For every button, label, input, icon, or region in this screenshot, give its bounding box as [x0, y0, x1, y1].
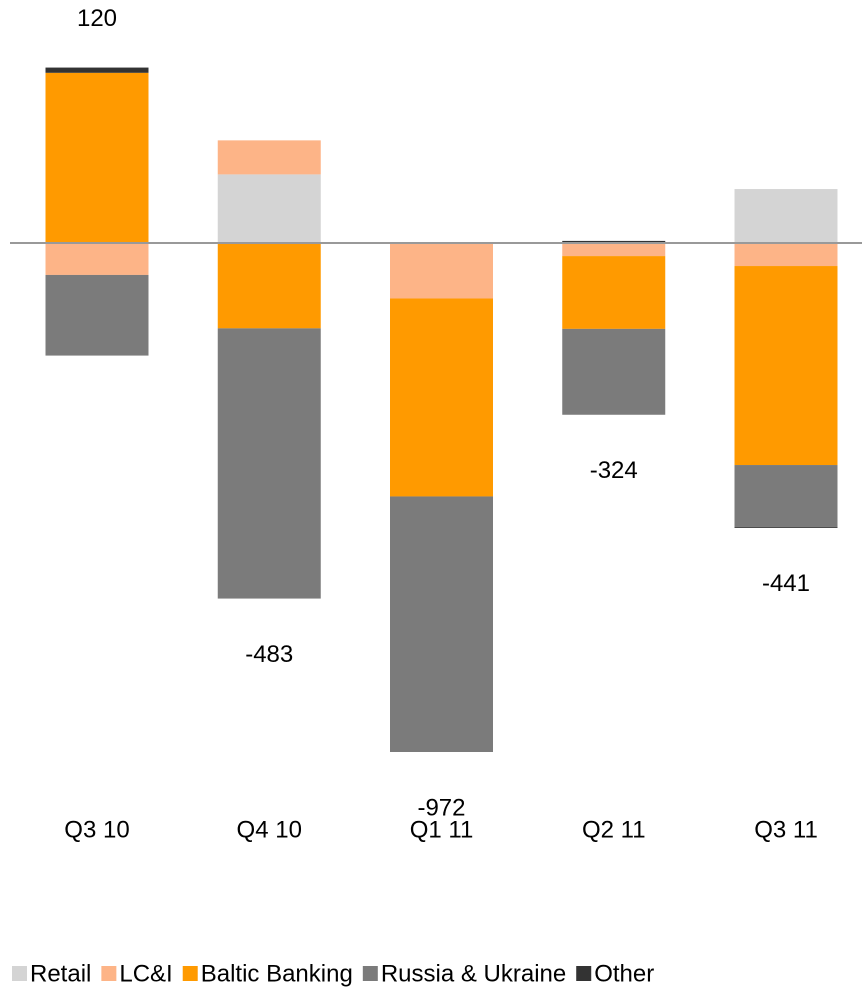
bar-segment [734, 465, 838, 527]
bar-segment [734, 526, 838, 528]
x-tick-label: Q1 11 [410, 816, 474, 843]
total-label: -324 [590, 457, 638, 484]
bar-segment [217, 243, 321, 329]
legend-swatch [182, 966, 198, 981]
legend-swatch [362, 966, 378, 981]
bar-segment [45, 274, 149, 356]
bar-segment [390, 243, 493, 299]
x-tick-label: Q2 11 [582, 816, 646, 843]
total-label: -483 [245, 641, 293, 668]
bar-segment [45, 243, 149, 275]
bar-segment [217, 328, 321, 599]
legend-label: Russia & Ukraine [381, 960, 566, 987]
legend-label: Baltic Banking [201, 960, 353, 987]
bar-segment [45, 72, 149, 244]
bar-segment [217, 174, 321, 243]
x-tick-label: Q3 11 [754, 816, 818, 843]
legend-label: LC&I [119, 960, 172, 987]
legend-swatch [101, 966, 117, 981]
bar-segment [45, 67, 149, 73]
x-tick-label: Q4 10 [237, 816, 302, 843]
bar-segment [734, 243, 838, 267]
x-tick-label: Q3 10 [64, 816, 129, 843]
legend-label: Retail [30, 960, 91, 987]
legend-swatch [576, 966, 592, 981]
bar-segment [562, 240, 666, 243]
total-label: -972 [417, 794, 465, 821]
bar-segment [562, 243, 666, 257]
legend-swatch [12, 966, 27, 981]
bar-segment [217, 140, 321, 175]
bar-segment [562, 328, 666, 415]
legend-label: Other [594, 960, 654, 987]
bar-segment [390, 496, 493, 752]
bar-segment [562, 256, 666, 329]
bar-segment [734, 266, 838, 466]
bar-segment [390, 298, 493, 497]
total-label: -441 [762, 570, 810, 597]
bar-segment [734, 189, 838, 243]
total-label: 120 [77, 5, 117, 32]
